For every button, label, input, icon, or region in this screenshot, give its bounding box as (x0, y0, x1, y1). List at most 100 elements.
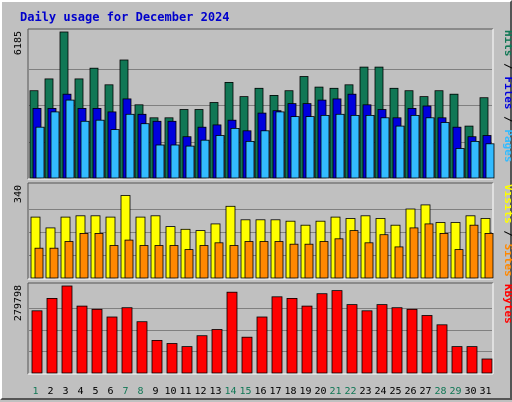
kbytes-bar (241, 336, 253, 374)
kbytes-bar (76, 305, 88, 374)
sites-bar (319, 241, 329, 279)
day-label: 11 (179, 386, 191, 397)
sites-bar (34, 247, 44, 279)
day-label: 14 (224, 386, 236, 397)
kbytes-bar (226, 291, 238, 374)
sites-bar (274, 241, 284, 279)
sites-bar (439, 232, 449, 279)
sites-bar (49, 247, 59, 279)
day-label: 26 (404, 386, 416, 397)
kbytes-bar (91, 308, 103, 374)
kbytes-bar (121, 307, 133, 374)
series-title-part: / (502, 110, 512, 130)
sites-bar (94, 232, 104, 279)
series-title-part: Hits (502, 30, 512, 57)
sites-bar (184, 249, 194, 279)
day-label: 30 (464, 386, 476, 397)
series-title-part: / (502, 224, 512, 244)
series-title-part: KBytes (502, 284, 512, 324)
kbytes-bar (61, 285, 73, 374)
pages-bar (155, 144, 165, 179)
pages-bar (485, 143, 495, 179)
pages-bar (395, 125, 405, 179)
pages-bar (65, 99, 75, 179)
pages-bar (470, 140, 480, 179)
day-label: 24 (374, 386, 386, 397)
pages-bar (50, 111, 60, 179)
kbytes-bar (181, 346, 193, 374)
series-axis-title: Visits / Sites (502, 184, 512, 277)
kbytes-bar (166, 343, 178, 374)
day-label: 19 (299, 386, 311, 397)
sites-bar (364, 242, 374, 279)
kbytes-panel: 279798 KBytes (13, 282, 512, 375)
pages-bar (455, 148, 465, 179)
pages-bar (335, 113, 345, 179)
pages-bar (200, 139, 210, 179)
sites-bar (469, 224, 479, 279)
pages-bar (410, 115, 420, 179)
day-label: 8 (137, 386, 143, 397)
day-label: 20 (314, 386, 326, 397)
series-title-part: Files (502, 76, 512, 109)
pages-bar (185, 145, 195, 179)
day-label: 22 (344, 386, 356, 397)
sites-bar (244, 241, 254, 279)
kbytes-bar (466, 346, 478, 374)
sites-bar (304, 243, 314, 279)
day-label: 10 (164, 386, 176, 397)
pages-bar (140, 123, 150, 179)
chart-panels: 6185 Hits / Files / Pages 340 Visits / Site… (13, 28, 512, 375)
day-label: 9 (152, 386, 158, 397)
day-label: 15 (239, 386, 251, 397)
pages-bar (125, 113, 135, 179)
hits-files-pages-panel: 6185 Hits / Files / Pages (13, 28, 512, 180)
sites-bar (349, 230, 359, 279)
day-label: 6 (107, 386, 113, 397)
kbytes-bar (316, 293, 328, 374)
chart-title: Daily usage for December 2024 (20, 10, 230, 24)
sites-bar (169, 245, 179, 279)
day-label: 17 (269, 386, 281, 397)
kbytes-bar (376, 304, 388, 374)
sites-bar (484, 232, 494, 279)
kbytes-bar (481, 358, 493, 374)
kbytes-bar (346, 304, 358, 374)
series-axis-title: Hits / Files / Pages (502, 30, 512, 163)
sites-bar (334, 238, 344, 279)
day-label: 2 (47, 386, 53, 397)
series-title-part: / (502, 57, 512, 77)
sites-bar (214, 242, 224, 279)
kbytes-bar (196, 335, 208, 374)
day-label: 21 (329, 386, 341, 397)
pages-bar (275, 111, 285, 179)
kbytes-bar (451, 346, 463, 374)
sites-bar (289, 243, 299, 279)
pages-bar (305, 116, 315, 179)
sites-bar (394, 246, 404, 279)
day-label: 1 (32, 386, 38, 397)
sites-bar (139, 245, 149, 279)
kbytes-bar (421, 315, 433, 374)
kbytes-bar (46, 297, 58, 374)
kbytes-bar (136, 321, 148, 374)
pages-bar (425, 117, 435, 179)
day-label: 4 (77, 386, 83, 397)
day-label: 12 (194, 386, 206, 397)
kbytes-bar (286, 297, 298, 374)
sites-bar (199, 245, 209, 279)
pages-bar (365, 115, 375, 179)
day-label: 31 (479, 386, 491, 397)
day-label: 13 (209, 386, 221, 397)
day-axis-labels: 1 2 3 4 5 6 7 8 9 10 11 12 13 14 15 16 17 18 19 20 21 22 23 24 2… (32, 386, 491, 397)
kbytes-bar (106, 316, 118, 374)
day-label: 27 (419, 386, 431, 397)
y-max-label: 340 (13, 185, 24, 203)
series-title-part: Pages (502, 129, 512, 162)
pages-bar (230, 128, 240, 179)
y-max-label: 6185 (13, 31, 24, 55)
pages-bar (350, 115, 360, 179)
sites-bar (379, 234, 389, 279)
kbytes-bar (301, 305, 313, 374)
